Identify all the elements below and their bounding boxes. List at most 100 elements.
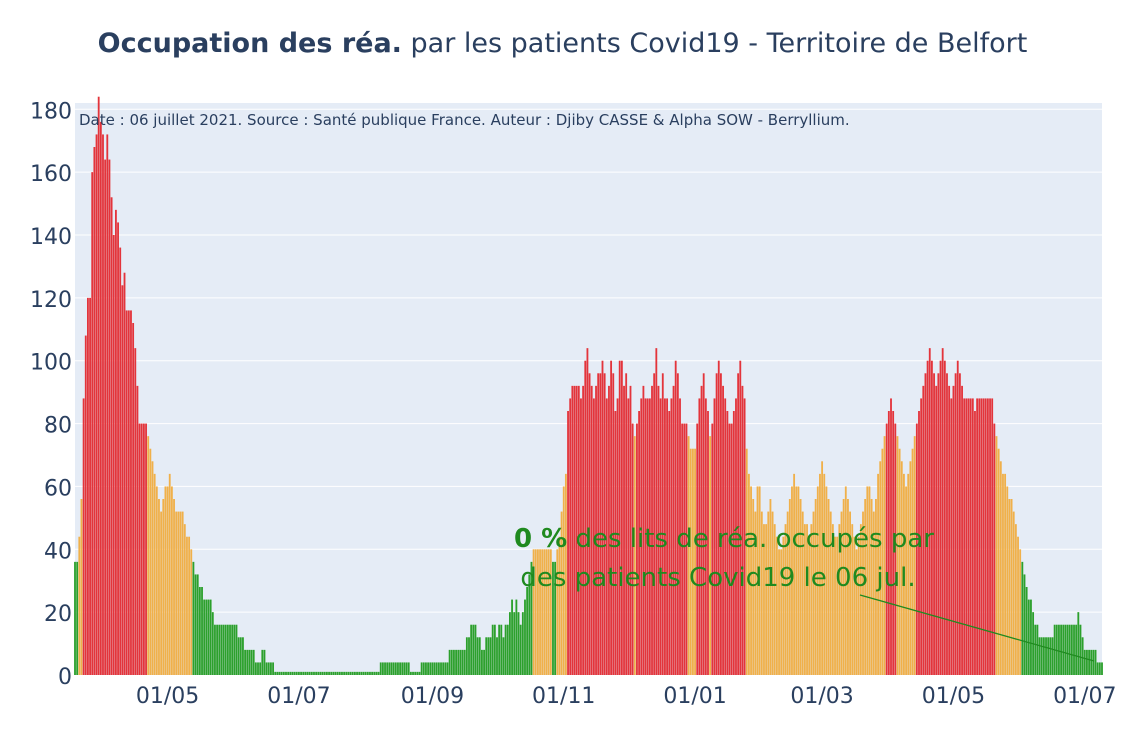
bar-424 bbox=[986, 398, 989, 675]
bar-322 bbox=[767, 511, 770, 675]
bar-117 bbox=[325, 671, 328, 675]
bar-44 bbox=[168, 473, 171, 675]
bar-226 bbox=[560, 511, 563, 675]
bar-79 bbox=[244, 649, 247, 675]
bar-81 bbox=[248, 649, 251, 675]
bar-207 bbox=[519, 624, 522, 675]
bar-80 bbox=[246, 649, 249, 675]
bar-35 bbox=[149, 448, 152, 675]
bar-432 bbox=[1004, 473, 1007, 675]
bar-252 bbox=[616, 398, 619, 675]
bar-417 bbox=[971, 398, 974, 675]
bar-259 bbox=[631, 423, 634, 675]
bar-47 bbox=[175, 511, 178, 675]
bar-89 bbox=[265, 662, 268, 675]
bar-263 bbox=[640, 398, 643, 675]
bar-244 bbox=[599, 373, 602, 675]
bar-16 bbox=[108, 159, 111, 675]
annotation-line1: 0 % des lits de réa. occupés par bbox=[514, 524, 934, 554]
bar-302 bbox=[724, 398, 727, 675]
bar-254 bbox=[620, 360, 623, 675]
bar-104 bbox=[298, 671, 300, 675]
bar-443 bbox=[1027, 599, 1030, 675]
bar-277 bbox=[670, 398, 673, 675]
bar-357 bbox=[842, 499, 845, 675]
bar-228 bbox=[564, 473, 567, 675]
bar-391 bbox=[915, 423, 918, 675]
bar-146 bbox=[388, 662, 391, 675]
bar-392 bbox=[918, 411, 920, 675]
bar-273 bbox=[661, 373, 664, 675]
bar-50 bbox=[181, 511, 184, 675]
bar-230 bbox=[569, 398, 572, 675]
bar-182 bbox=[465, 637, 468, 675]
bar-335 bbox=[795, 486, 798, 675]
bar-185 bbox=[472, 624, 475, 675]
bar-477 bbox=[1101, 662, 1103, 675]
bar-220 bbox=[547, 549, 550, 675]
bar-27 bbox=[132, 323, 135, 675]
bar-326 bbox=[775, 536, 778, 675]
y-tick-label-120: 120 bbox=[30, 288, 72, 313]
bar-242 bbox=[595, 385, 597, 675]
bar-65 bbox=[214, 624, 216, 675]
bar-400 bbox=[935, 385, 938, 675]
bar-135 bbox=[364, 671, 367, 675]
bar-262 bbox=[638, 411, 641, 675]
y-tick-label-40: 40 bbox=[44, 539, 72, 564]
bar-385 bbox=[903, 473, 905, 675]
bar-421 bbox=[980, 398, 983, 675]
bar-301 bbox=[722, 385, 724, 675]
bar-10 bbox=[95, 134, 98, 675]
bar-348 bbox=[823, 473, 826, 675]
bar-380 bbox=[892, 411, 895, 675]
bar-374 bbox=[879, 461, 882, 675]
bar-23 bbox=[123, 272, 126, 675]
bar-91 bbox=[270, 662, 272, 675]
bar-162 bbox=[422, 662, 425, 675]
bar-0 bbox=[74, 561, 76, 675]
bar-21 bbox=[119, 247, 122, 675]
bar-446 bbox=[1034, 624, 1037, 675]
bar-353 bbox=[834, 536, 836, 675]
bar-42 bbox=[164, 486, 167, 675]
bar-379 bbox=[890, 398, 892, 675]
bar-166 bbox=[431, 662, 434, 675]
y-tick-label-60: 60 bbox=[44, 476, 72, 501]
bar-69 bbox=[222, 624, 225, 675]
annotation-percent-sign: % bbox=[532, 524, 567, 554]
bar-264 bbox=[642, 385, 645, 675]
bar-241 bbox=[592, 398, 595, 675]
bar-311 bbox=[743, 398, 746, 675]
bar-123 bbox=[338, 671, 341, 675]
bar-109 bbox=[308, 671, 311, 675]
bar-181 bbox=[463, 649, 466, 675]
bar-333 bbox=[791, 486, 793, 675]
bar-355 bbox=[838, 524, 841, 675]
chart-title: Occupation des réa. par les patients Cov… bbox=[0, 28, 1125, 59]
bar-203 bbox=[511, 599, 513, 675]
bar-169 bbox=[437, 662, 440, 675]
bar-266 bbox=[646, 398, 649, 675]
bar-55 bbox=[192, 561, 195, 675]
bar-253 bbox=[618, 360, 621, 675]
bar-414 bbox=[965, 398, 968, 675]
bar-36 bbox=[151, 461, 154, 675]
bar-340 bbox=[806, 524, 808, 675]
bar-114 bbox=[319, 671, 322, 675]
bar-45 bbox=[170, 486, 173, 675]
bar-13 bbox=[102, 134, 104, 675]
bar-430 bbox=[999, 461, 1002, 675]
bar-94 bbox=[276, 671, 279, 675]
bar-131 bbox=[356, 671, 358, 675]
bar-108 bbox=[306, 671, 309, 675]
bar-415 bbox=[967, 398, 970, 675]
annotation-arrow bbox=[859, 594, 1095, 662]
bar-351 bbox=[829, 511, 832, 675]
bar-234 bbox=[577, 385, 580, 675]
bar-20 bbox=[117, 222, 119, 675]
annotation-line2: des patients Covid19 le 06 jul. bbox=[520, 563, 915, 593]
bar-174 bbox=[448, 649, 451, 675]
bar-127 bbox=[347, 671, 350, 675]
bar-112 bbox=[315, 671, 318, 675]
